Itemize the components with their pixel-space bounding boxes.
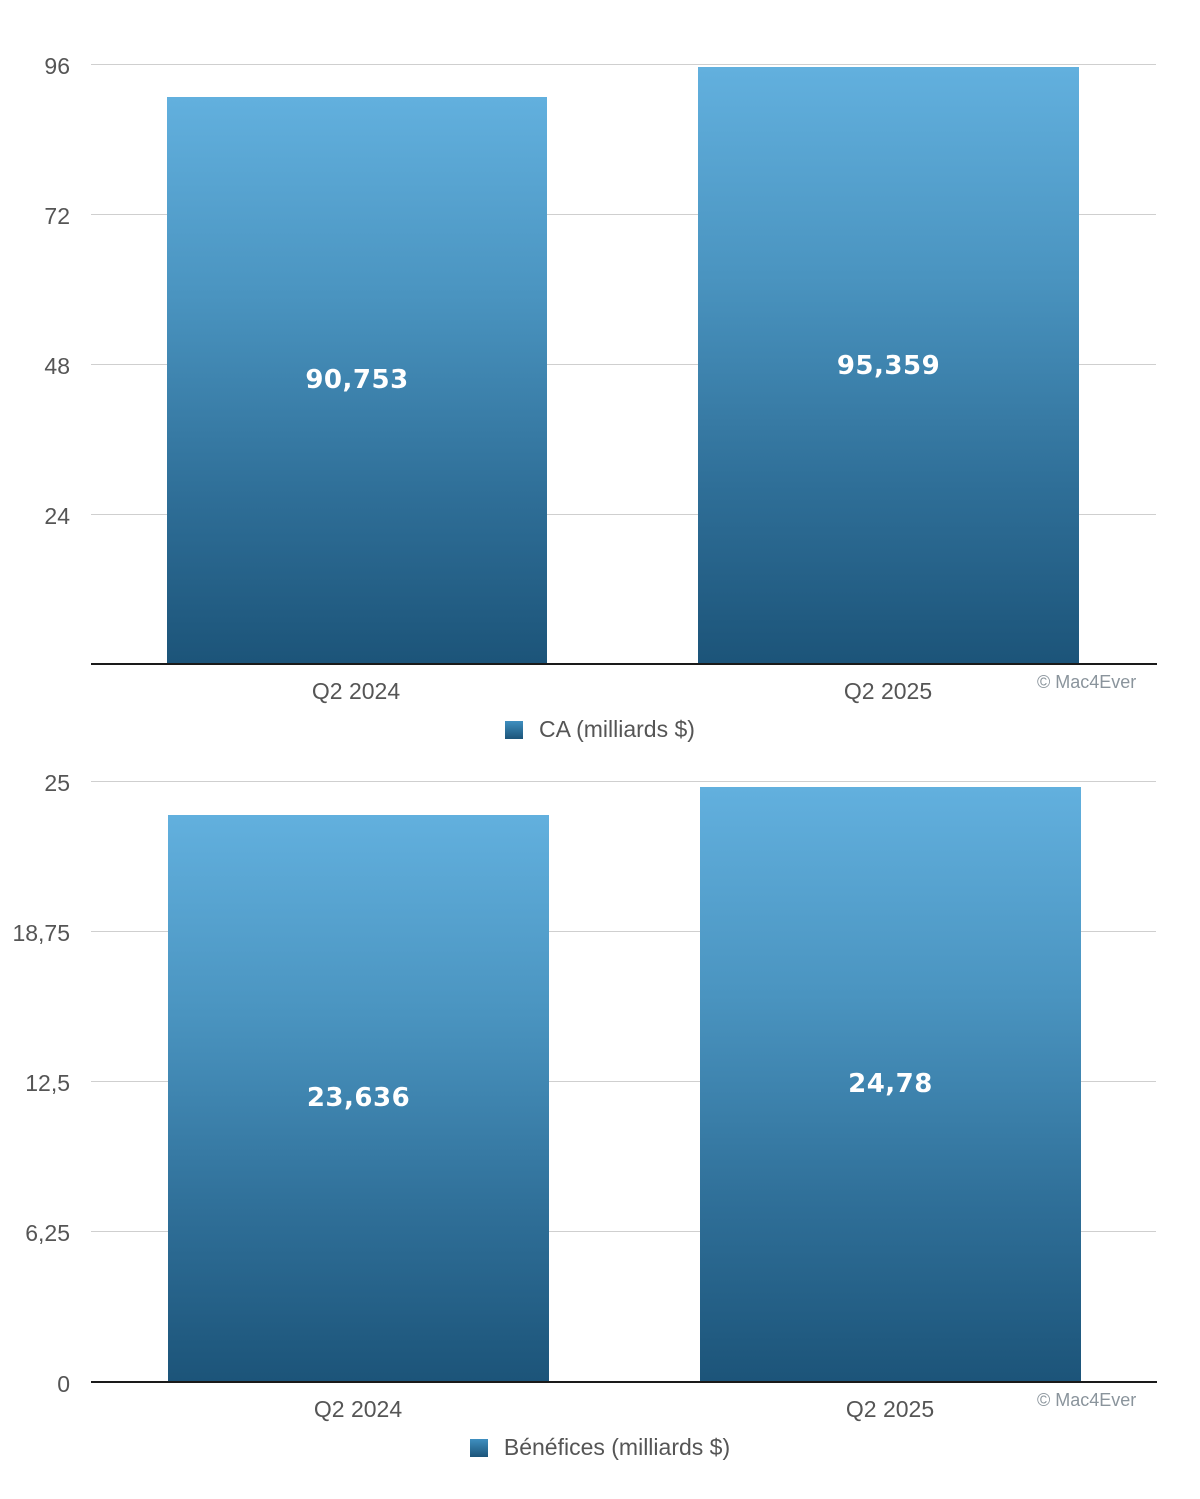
revenue-chart: 96 72 48 24 90,753 95,359 Q2 2024 Q2 202… (0, 53, 1200, 743)
x-axis (91, 663, 1157, 665)
legend: CA (milliards $) (0, 716, 1200, 743)
legend-swatch (505, 720, 524, 739)
gridline (91, 364, 1156, 365)
y-tick: 48 (44, 353, 70, 379)
gridline (91, 781, 1156, 782)
y-tick: 96 (44, 53, 70, 79)
credit-text: © Mac4Ever (1037, 672, 1137, 692)
x-axis (91, 1381, 1157, 1383)
y-tick: 6,25 (25, 1220, 70, 1246)
bar-value-label: 95,359 (836, 351, 941, 381)
x-tick: Q2 2025 (845, 1396, 935, 1422)
gridline (91, 931, 1156, 932)
gridline (91, 64, 1156, 65)
y-tick: 12,5 (25, 1070, 70, 1096)
y-tick: 18,75 (12, 920, 70, 946)
gridline (91, 1231, 1156, 1232)
y-tick: 72 (44, 203, 70, 229)
bar-q2-2024: 90,753 (167, 97, 547, 664)
legend: Bénéfices (milliards $) (0, 1434, 1200, 1461)
gridline (91, 1081, 1156, 1082)
x-tick: Q2 2024 (313, 1396, 403, 1422)
bar-q2-2025: 24,78 (700, 787, 1081, 1382)
bar-q2-2025: 95,359 (698, 67, 1079, 664)
x-tick: Q2 2024 (311, 678, 401, 704)
y-tick: 25 (44, 770, 70, 796)
legend-swatch (469, 1438, 488, 1457)
gridline (91, 514, 1156, 515)
legend-label: CA (milliards $) (539, 716, 695, 742)
bar-value-label: 90,753 (305, 365, 409, 395)
y-tick: 0 (57, 1371, 70, 1397)
credit-text: © Mac4Ever (1037, 1390, 1137, 1410)
bar-value-label: 24,78 (848, 1069, 933, 1099)
bar-value-label: 23,636 (306, 1083, 411, 1113)
legend-label: Bénéfices (milliards $) (503, 1434, 731, 1460)
gridline (91, 214, 1156, 215)
x-tick: Q2 2025 (843, 678, 933, 704)
bar-q2-2024: 23,636 (168, 815, 549, 1382)
y-tick: 24 (44, 503, 70, 529)
